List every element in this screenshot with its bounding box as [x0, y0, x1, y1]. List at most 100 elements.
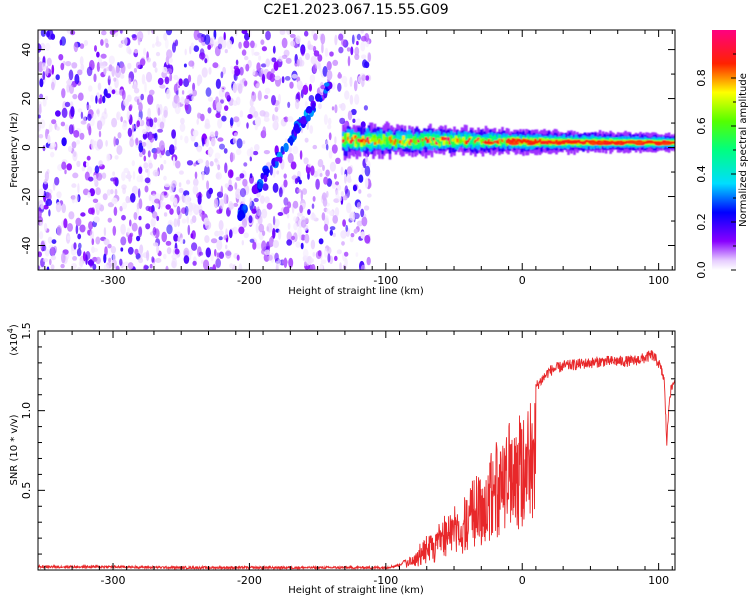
noise-speckle — [356, 220, 363, 227]
noise-speckle — [334, 34, 338, 46]
signal-cell — [379, 140, 383, 145]
noise-speckle — [334, 136, 337, 145]
noise-speckle — [171, 257, 178, 269]
noise-speckle — [272, 228, 276, 239]
noise-speckle — [191, 89, 197, 97]
signal-peak — [561, 139, 570, 143]
signal-cell — [453, 138, 456, 142]
noise-speckle — [133, 68, 137, 73]
noise-speckle — [165, 204, 171, 210]
noise-speckle — [215, 171, 222, 180]
noise-speckle — [155, 51, 161, 57]
signal-cell — [441, 136, 444, 141]
noise-speckle — [91, 238, 95, 246]
noise-speckle — [160, 199, 163, 210]
noise-speckle — [254, 116, 262, 127]
signal-cell — [402, 140, 405, 145]
signal-cell — [367, 136, 371, 143]
noise-speckle — [122, 122, 128, 131]
noise-speckle — [354, 34, 358, 42]
noise-speckle — [93, 174, 97, 183]
noise-speckle — [135, 61, 141, 69]
noise-speckle — [61, 137, 67, 147]
signal-cell — [517, 138, 521, 142]
noise-speckle — [152, 242, 159, 247]
noise-speckle — [39, 231, 44, 240]
signal-cell — [351, 137, 354, 142]
noise-speckle — [122, 36, 128, 46]
signal-cell — [487, 139, 491, 143]
noise-speckle — [334, 181, 340, 186]
noise-speckle — [88, 207, 95, 215]
noise-speckle — [98, 98, 102, 104]
noise-speckle — [274, 75, 281, 81]
signal-peak — [556, 142, 562, 146]
noise-speckle — [192, 82, 196, 92]
noise-speckle — [323, 114, 328, 125]
noise-speckle — [123, 261, 130, 268]
signal-cell — [376, 138, 380, 145]
noise-speckle — [52, 182, 56, 191]
noise-speckle — [299, 150, 303, 160]
signal-cell — [672, 141, 675, 144]
noise-speckle — [86, 104, 91, 110]
noise-speckle — [339, 117, 346, 125]
noise-speckle — [365, 75, 370, 81]
noise-speckle — [261, 208, 268, 219]
noise-speckle — [214, 249, 217, 257]
noise-speckle — [171, 129, 177, 139]
noise-speckle — [127, 227, 131, 236]
noise-speckle — [131, 123, 135, 133]
signal-cell — [420, 138, 423, 143]
noise-speckle — [340, 230, 347, 239]
noise-speckle — [68, 145, 73, 153]
signal-cell — [523, 138, 527, 143]
noise-speckle — [250, 40, 255, 49]
noise-speckle — [64, 169, 67, 175]
noise-speckle — [319, 173, 323, 177]
noise-speckle — [251, 91, 255, 96]
noise-speckle — [96, 61, 100, 72]
noise-speckle — [354, 94, 360, 105]
signal-cell — [451, 138, 455, 142]
noise-speckle — [271, 115, 279, 121]
noise-speckle — [55, 74, 60, 81]
noise-speckle — [121, 184, 127, 190]
signal-cell — [432, 138, 435, 145]
noise-speckle — [169, 73, 173, 82]
signal-peak — [551, 140, 557, 144]
noise-speckle — [184, 135, 189, 144]
signal-cell — [540, 137, 543, 143]
noise-speckle — [223, 112, 227, 117]
streak-speckle — [260, 172, 265, 180]
signal-cell — [357, 132, 360, 143]
noise-speckle — [241, 197, 246, 204]
noise-speckle — [188, 202, 193, 213]
noise-speckle — [104, 107, 107, 115]
noise-speckle — [299, 205, 303, 214]
noise-speckle — [88, 85, 93, 92]
noise-speckle — [77, 233, 82, 240]
noise-speckle — [206, 189, 212, 199]
signal-cell — [414, 137, 417, 140]
signal-cell — [405, 141, 408, 144]
noise-speckle — [39, 78, 44, 88]
noise-speckle — [320, 259, 327, 265]
noise-speckle — [157, 107, 161, 116]
noise-speckle — [72, 256, 78, 261]
noise-speckle — [349, 94, 354, 105]
noise-speckle — [272, 240, 279, 248]
noise-speckle — [210, 137, 216, 147]
signal-peak — [635, 143, 642, 146]
noise-speckle — [78, 260, 83, 267]
signal-cell — [361, 135, 365, 141]
signal-peak — [586, 140, 596, 143]
noise-speckle — [235, 176, 242, 181]
noise-speckle — [49, 142, 57, 148]
noise-speckle — [47, 236, 53, 244]
noise-speckle — [114, 155, 119, 160]
signal-cell — [349, 134, 353, 140]
noise-speckle — [242, 178, 248, 187]
signal-cell — [658, 141, 662, 144]
noise-speckle — [304, 30, 309, 37]
